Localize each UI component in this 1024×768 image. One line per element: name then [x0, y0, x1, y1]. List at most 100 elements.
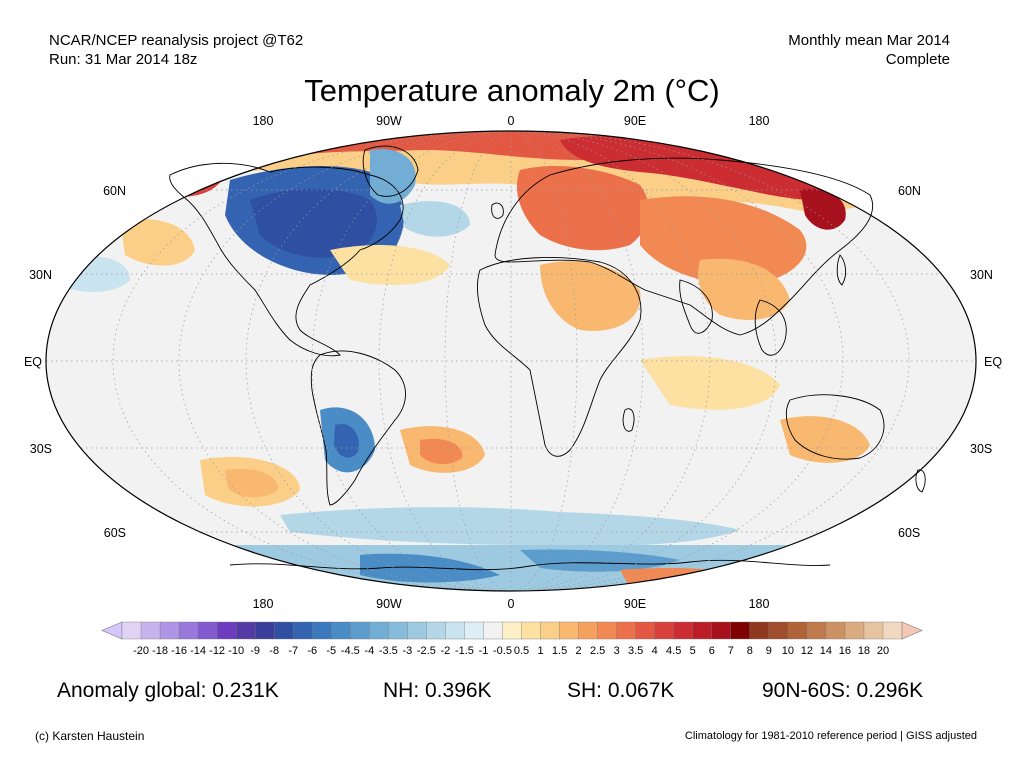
colorbar-swatch	[635, 621, 656, 640]
colorbar-swatch	[216, 621, 237, 640]
colorbar-swatch	[540, 621, 561, 640]
colorbar-tick-label: 12	[801, 645, 813, 657]
lon-label-top: 90E	[624, 114, 646, 128]
colorbar-swatch	[274, 621, 294, 640]
colorbar-tick-label: 3.5	[628, 645, 643, 657]
colorbar-swatch	[483, 621, 503, 640]
colorbar-swatch	[350, 621, 370, 640]
atlantic-cold	[400, 201, 470, 237]
antarctica-outline	[229, 559, 831, 571]
anomaly-stats: Anomaly global: 0.231K NH: 0.396K SH: 0.…	[0, 679, 1024, 705]
colorbar-swatch	[597, 621, 618, 640]
colorbar-swatch	[654, 621, 675, 640]
colorbar-swatch	[140, 621, 161, 640]
polar-anomaly: 90N-60S: 0.296K	[762, 679, 924, 702]
colorbar-tick-label: -0.5	[493, 645, 512, 657]
lat-label-right: 30S	[970, 442, 992, 456]
africa-outline	[477, 257, 642, 457]
colorbar-swatch	[711, 621, 732, 640]
sh-anomaly: SH: 0.067K	[567, 679, 675, 702]
colorbar-tick-label: -10	[228, 645, 244, 657]
colorbar-tick-label: 6	[709, 645, 715, 657]
nh-anomaly: NH: 0.396K	[383, 679, 492, 702]
central-asia-warm	[640, 196, 807, 285]
lat-label-left: 60S	[104, 526, 126, 540]
map-title: Temperature anomaly 2m (°C)	[304, 73, 720, 108]
colorbar-swatch	[369, 621, 389, 640]
colorbar-swatch	[312, 621, 332, 640]
world-map: 180 90W 0 90E 180 180 90W 0 90E 180 60N …	[24, 114, 1002, 611]
colorbar-swatch	[407, 621, 427, 640]
colorbar-swatch	[863, 621, 884, 640]
atlantic-warm-sub	[330, 245, 450, 285]
colorbar-tick-label: -3	[402, 645, 412, 657]
south-atlantic-warm-core	[420, 438, 463, 465]
map-border	[45, 130, 977, 592]
south-america-outline	[310, 350, 406, 506]
colorbar-tick-label: 0.5	[514, 645, 529, 657]
colorbar-swatch	[464, 621, 484, 640]
colorbar-swatch	[825, 621, 846, 640]
period-line: Monthly mean Mar 2014	[788, 32, 950, 49]
colorbar-swatch	[578, 621, 599, 640]
new-zealand-outline	[915, 469, 926, 493]
north-africa-warm	[540, 261, 641, 331]
lat-label-right: EQ	[984, 355, 1002, 369]
colorbar-tick-label: 2	[576, 645, 582, 657]
eurasia-outline	[494, 157, 874, 336]
europe-warm	[516, 165, 649, 251]
colorbar-swatch	[502, 621, 523, 640]
colorbar-swatch	[293, 621, 313, 640]
colorbar-tick-label: -6	[307, 645, 317, 657]
colorbar-tick-label: 1	[537, 645, 543, 657]
madagascar-outline	[622, 408, 635, 432]
status-line: Complete	[885, 51, 950, 68]
colorbar-swatch	[844, 621, 865, 640]
lon-label-top: 180	[749, 114, 770, 128]
southern-ocean-cold	[280, 507, 740, 547]
colorbar-tick-label: -1	[479, 645, 489, 657]
coastlines	[169, 145, 926, 571]
colorbar-tick-label: 20	[877, 645, 889, 657]
colorbar-swatch	[787, 621, 808, 640]
colorbar-swatch	[178, 621, 199, 640]
colorbar-tick-label: -14	[190, 645, 206, 657]
colorbar-tick-label: -12	[209, 645, 225, 657]
lat-label-left: 30S	[30, 442, 52, 456]
australia-east-warm	[780, 416, 870, 463]
colorbar-tick-label: 9	[766, 645, 772, 657]
lat-label-right: 30N	[970, 268, 993, 282]
colorbar-swatch	[254, 621, 275, 640]
global-anomaly: Anomaly global: 0.231K	[57, 679, 279, 702]
lon-label-bottom: 90E	[624, 597, 646, 611]
lon-label-bottom: 180	[749, 597, 770, 611]
colorbar-swatch	[616, 621, 637, 640]
lon-label-top: 0	[508, 114, 515, 128]
lon-label-bottom: 180	[253, 597, 274, 611]
lat-label-right: 60N	[898, 184, 921, 198]
colorbar-swatch	[730, 621, 751, 640]
colorbar-swatch	[768, 621, 789, 640]
header-source: NCAR/NCEP reanalysis project @T62 Run: 3…	[49, 31, 303, 69]
run-line: Run: 31 Mar 2014 18z	[49, 51, 198, 68]
east-siberia-max	[800, 189, 846, 230]
colorbar-swatch	[749, 621, 770, 640]
colorbar-tick-label: 4.5	[666, 645, 681, 657]
colorbar-tick-label: 4	[652, 645, 658, 657]
colorbar-swatch	[388, 621, 408, 640]
colorbar-swatch	[159, 621, 180, 640]
south-america-cold-core	[334, 424, 359, 458]
graticule	[46, 131, 976, 591]
antarctic-cold-core-2	[520, 549, 680, 572]
colorbar-swatch	[806, 621, 827, 640]
colorbar-end-left	[101, 621, 123, 640]
colorbar: -20 -18 -16 -14 -12 -10 -9 -8 -7 -6 -5 -4.5 -4 -3.5 -3…	[101, 621, 923, 657]
lon-label-top: 90W	[376, 114, 402, 128]
header-period: Monthly mean Mar 2014 Complete	[788, 31, 950, 69]
greenland-outline	[362, 145, 419, 197]
credit: (c) Karsten Haustein	[35, 729, 145, 743]
colorbar-tick-label: -9	[250, 645, 260, 657]
australia-outline	[785, 394, 885, 460]
colorbar-swatch	[426, 621, 446, 640]
uk-outline	[491, 202, 504, 219]
